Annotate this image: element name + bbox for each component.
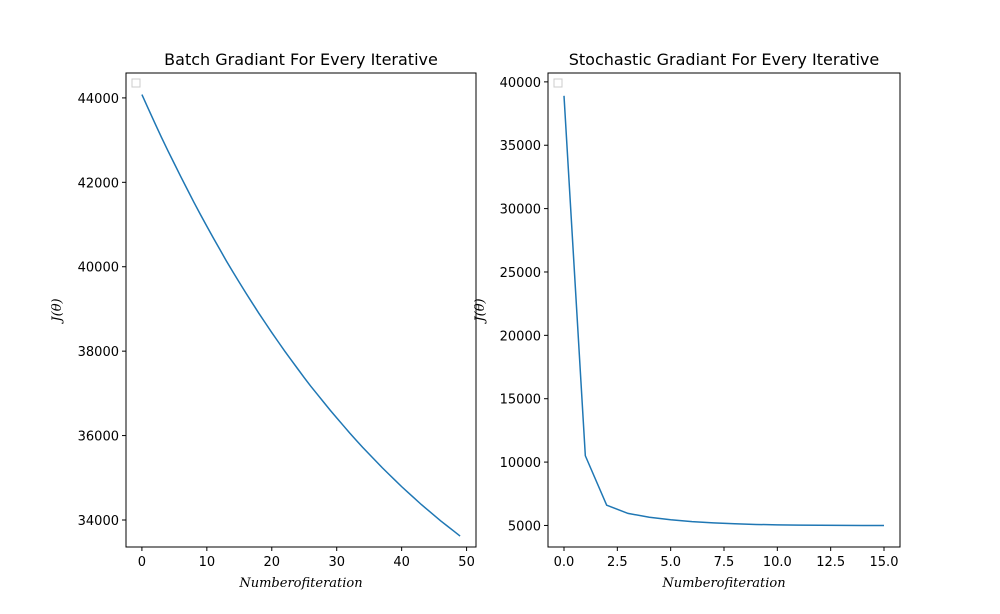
x-tick-label: 10	[199, 555, 216, 570]
y-tick-label: 40000	[78, 261, 119, 276]
empty-legend-box	[131, 78, 141, 88]
tick-group: 0 10 20 30 40 50 34000 36000 38000 40000 42000 4400…	[78, 92, 475, 570]
y-tick-label: 5000	[508, 519, 541, 534]
x-tick-label: 7.5	[714, 555, 735, 570]
x-tick-label: 0	[138, 555, 146, 570]
plot-frame	[547, 72, 901, 548]
y-tick-label: 34000	[78, 514, 119, 529]
y-tick-label: 30000	[500, 203, 541, 218]
chart-title: Batch Gradiant For Every Iterative	[164, 50, 438, 69]
x-tick-label: 12.5	[816, 555, 845, 570]
y-axis-label: J(θ)	[473, 298, 488, 324]
x-tick-label: 10.0	[763, 555, 792, 570]
x-tick-label: 2.5	[607, 555, 628, 570]
x-tick-label: 0.0	[554, 555, 575, 570]
x-tick-label: 30	[328, 555, 345, 570]
y-tick-label: 15000	[500, 393, 541, 408]
x-axis-label: Numberofiteration	[661, 576, 785, 591]
series-line-batch	[141, 94, 461, 537]
series-line-stochastic	[563, 95, 884, 527]
x-tick-label: 40	[393, 555, 410, 570]
x-axis-label: Numberofiteration	[238, 576, 362, 591]
y-tick-label: 42000	[78, 176, 119, 191]
y-tick-label: 38000	[78, 345, 119, 360]
tick-group: 0.0 2.5 5.0 7.5 10.0 12.5 15.0 5000 10000 15000 20…	[500, 76, 899, 570]
empty-legend-box	[553, 78, 563, 88]
stochastic-gradient-subplot: Stochastic Gradiant For Every Iterative …	[473, 50, 901, 591]
x-tick-label: 5.0	[660, 555, 681, 570]
y-tick-label: 40000	[500, 76, 541, 91]
y-tick-label: 20000	[500, 329, 541, 344]
y-tick-label: 35000	[500, 139, 541, 154]
chart-title: Stochastic Gradiant For Every Iterative	[569, 50, 879, 69]
x-tick-label: 20	[264, 555, 281, 570]
y-tick-label: 44000	[78, 92, 119, 107]
y-tick-label: 10000	[500, 456, 541, 471]
plot-frame	[125, 72, 477, 548]
y-tick-label: 36000	[78, 430, 119, 445]
y-axis-label: J(θ)	[50, 298, 65, 324]
batch-gradient-subplot: Batch Gradiant For Every Iterative 0 10 20…	[50, 50, 477, 591]
y-tick-label: 25000	[500, 266, 541, 281]
x-tick-label: 50	[458, 555, 475, 570]
x-tick-label: 15.0	[870, 555, 899, 570]
